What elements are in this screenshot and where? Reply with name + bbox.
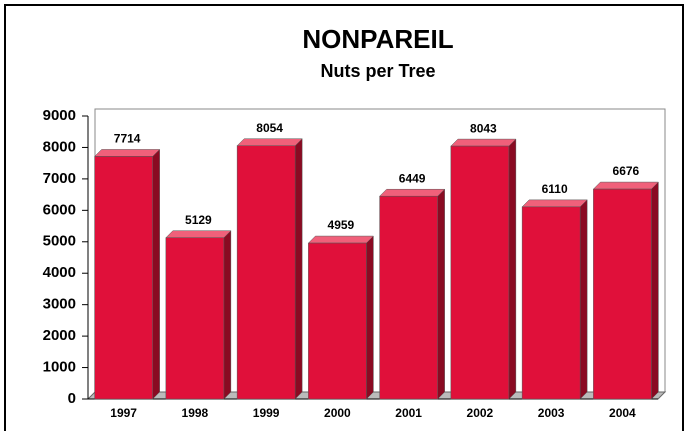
bar-top [307,235,374,244]
chart-title: NONPAREIL [302,24,453,54]
y-tick-label: 5000 [43,233,76,250]
y-tick-label: 1000 [43,359,76,376]
x-tick-label: 1999 [253,406,280,420]
y-tick-label: 0 [68,390,76,407]
x-tick-label: 2004 [609,406,636,420]
bar [236,138,303,400]
x-tick-label: 2002 [467,406,494,420]
bar-top [236,138,303,146]
y-tick-label: 7000 [43,170,76,187]
bar [94,148,161,400]
bar-top [521,199,588,208]
bar-front [379,195,438,400]
x-tick-label: 2000 [324,406,351,420]
y-tick-label: 9000 [43,107,76,124]
bar [592,181,659,400]
data-label: 8043 [470,121,497,135]
x-tick-label: 1998 [182,406,209,420]
chart-subtitle: Nuts per Tree [320,61,435,81]
data-label: 7714 [114,132,141,146]
x-tick-label: 2003 [538,406,565,420]
bar-side [651,181,659,400]
y-tick-label: 8000 [43,138,76,155]
y-tick-label: 6000 [43,201,76,218]
bar-side [366,235,374,400]
data-label: 6676 [613,164,640,178]
y-tick-label: 4000 [43,264,76,281]
data-label: 6110 [542,182,568,196]
data-label: 6449 [399,171,426,185]
bar-top [165,230,232,238]
bar-side [223,230,232,400]
bar-front [236,145,296,400]
bar [521,199,588,400]
bar [450,138,517,400]
bar-front [450,145,510,400]
bar-front [308,242,367,400]
bar-front [593,188,652,400]
bar [165,230,232,400]
bar-side [152,148,160,400]
data-label: 4959 [328,218,355,232]
x-tick-label: 2001 [395,406,422,420]
bar-front [165,237,225,400]
bar-top [94,149,161,157]
bar [379,188,446,400]
bar-side [294,138,303,400]
y-tick-label: 3000 [43,296,76,313]
data-label: 8054 [256,121,283,135]
bar-side [508,138,517,400]
data-label: 5129 [185,213,212,227]
bar [307,235,374,400]
y-tick-label: 2000 [43,327,76,344]
x-tick-label: 1997 [110,406,137,420]
bar-front [94,156,153,400]
bar-top [379,188,446,197]
bar-top [592,181,659,190]
bar-front [521,206,581,400]
bar-top [450,138,517,147]
bar-side [579,199,588,400]
bar-side [437,188,445,400]
